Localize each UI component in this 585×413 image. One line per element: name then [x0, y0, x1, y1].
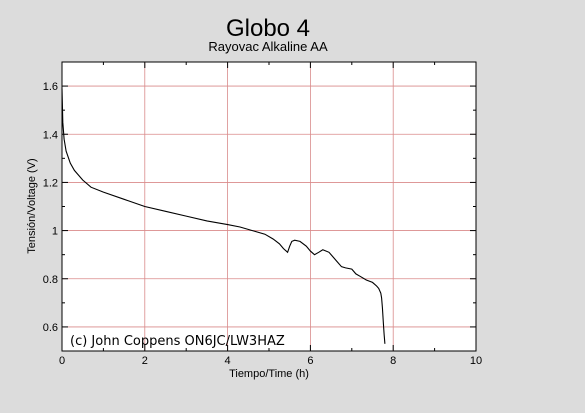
plot-area: [61, 61, 477, 352]
y-tick-label: 1.2: [43, 177, 58, 189]
chart-title: Globo 4: [226, 15, 310, 42]
x-tick-label: 6: [307, 355, 313, 367]
y-tick-label: 1.4: [43, 129, 58, 141]
voltage-series-line: [61, 88, 386, 344]
x-axis-label: Tiempo/Time (h): [229, 368, 309, 380]
series-layer: [61, 88, 386, 344]
y-tick-label: 0.6: [43, 322, 58, 334]
chart-subtitle: Rayovac Alkaline AA: [208, 39, 328, 54]
x-tick-label: 2: [142, 355, 148, 367]
x-tick-label: 0: [59, 355, 65, 367]
y-tick-label: 0.8: [43, 274, 58, 286]
y-tick-label: 1: [52, 226, 58, 238]
x-tick-label: 4: [225, 355, 231, 367]
axis-ticks: 0 2 4 6 8 10 0.6 0.8 1 1.2 1.4 1.6: [43, 61, 482, 367]
x-tick-label: 8: [390, 355, 396, 367]
y-axis-label: Tensión/Voltage (V): [26, 158, 38, 253]
copyright-annotation: (c) John Coppens ON6JC/LW3HAZ: [70, 334, 285, 349]
y-tick-label: 1.6: [43, 81, 58, 93]
grid-lines: [62, 62, 476, 351]
x-tick-label: 10: [470, 355, 482, 367]
